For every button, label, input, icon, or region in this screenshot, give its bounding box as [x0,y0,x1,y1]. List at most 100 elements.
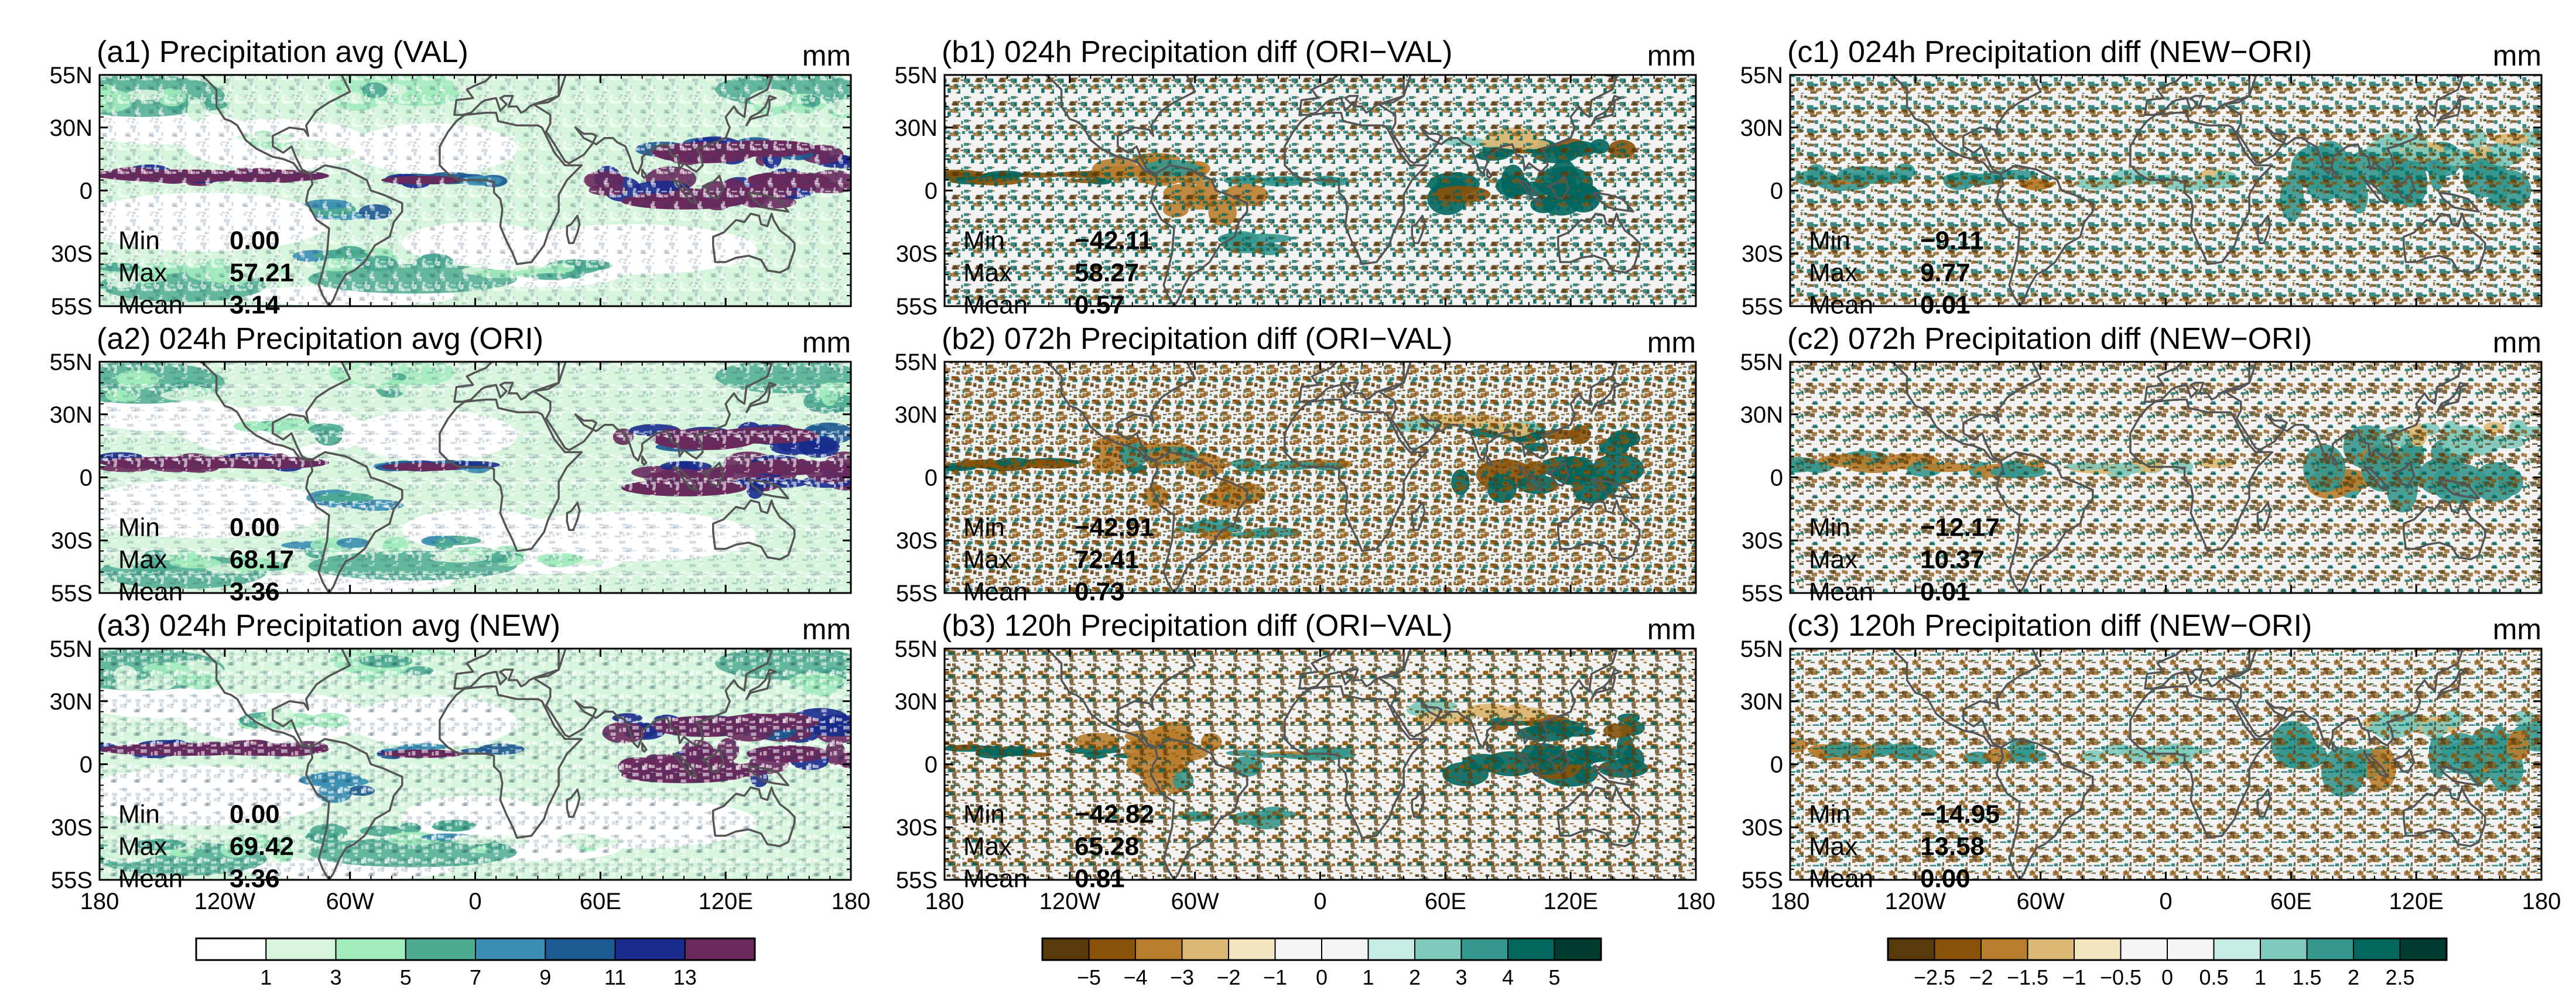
colorbar-swatch [475,938,546,961]
colorbar-label: −1.5 [2007,965,2048,989]
colorbar-label: −2 [1969,965,1993,989]
coastline-sri-lanka [2331,742,2338,753]
colorbar-small: −2.5 −2 −1.5 −1 −0.5 0 0.5 1 1.5 2 2.5 [1887,937,2448,989]
coastline-new-guinea [1592,191,1634,213]
lon-tick-label: 120E [2389,889,2443,914]
colorbar-label: 3 [1455,965,1467,989]
coastline-borneo [2392,461,2416,487]
coastline-madagascar [566,788,581,818]
coastline-madagascar [2256,788,2271,818]
panel-title: (b1) 024h Precipitation diff (ORI−VAL) [942,35,1452,69]
colorbar-frame [1041,937,1602,961]
coastline-sumatra [1517,179,1543,204]
colorbar-label: −2 [1216,965,1240,989]
stat-value: 0.00 [230,227,280,255]
lon-tick-label: 180 [80,889,119,914]
colorbar-swatch [614,938,686,961]
lon-tick-label: 60E [1425,889,1466,914]
colorbar-swatch [1980,938,2028,961]
colorbar-diff: −5 −4 −3 −2 −1 0 1 2 3 4 5 [1041,937,1602,989]
lon-tick-label: 180 [1677,889,1716,914]
coastline-north-america [198,649,351,749]
lon-tick-label: 120E [698,889,752,914]
colorbar-label: 13 [673,965,697,989]
stat-value: 0.81 [1075,865,1125,893]
coastline-borneo [1547,748,1570,774]
lat-tick-label: 0 [1770,179,1783,204]
coastline-sumatra [2363,752,2389,778]
coastline-north-america [1889,75,2042,175]
coastline-asia [532,362,773,462]
coastline-sri-lanka [1486,455,1493,466]
stat-label: Max [963,546,1012,574]
panel-title: (b3) 120h Precipitation diff (ORI−VAL) [942,609,1452,643]
colorbar-label: −1 [1263,965,1287,989]
lon-tick-label: 180 [1771,889,1810,914]
coastline-madagascar [1411,788,1426,818]
map-area [1790,362,2541,593]
coastline-sumatra [672,179,698,204]
lon-tick-label: 0 [468,889,481,914]
coastline-south-america [1150,738,1248,880]
colorbar-label: 0.5 [2199,965,2228,989]
colorbar-label: 5 [1548,965,1560,989]
coastline-asia [1377,75,1618,175]
coastline-australia [2403,499,2486,561]
colorbar-swatch [2306,938,2354,961]
stat-value: 72.41 [1075,546,1139,574]
stat-label: Min [118,513,160,542]
lat-tick-label: 30S [896,528,938,554]
panel-title: (a3) 024h Precipitation avg (NEW) [97,609,560,643]
stat-label: Max [118,259,167,287]
lat-tick-label: 55S [896,294,938,320]
stat-value: 0.00 [1920,865,1971,893]
coastline-north-america [1889,649,2042,749]
lon-tick-label: 120W [1885,889,1946,914]
panel-unit: mm [802,39,851,72]
stat-value: 0.00 [230,800,280,829]
stat-label: Mean [1809,291,1873,320]
coastline-madagascar [566,214,581,245]
lon-tick-label: 0 [1313,889,1326,914]
panel-unit: mm [802,326,851,359]
panel-unit: mm [802,613,851,646]
stat-value: 58.27 [1075,259,1139,287]
map-area [1790,649,2541,880]
panel-unit: mm [2493,326,2541,359]
panel-a1: (a1) Precipitation avg (VAL) mm 55N 30N 0 30S… [50,35,852,320]
coastline-australia [2403,786,2486,848]
stat-label: Mean [118,865,183,893]
panel-a3: (a3) 024h Precipitation avg (NEW) mm 55N 30… [50,609,871,914]
coastline-japan [2436,382,2468,413]
lat-tick-label: 0 [80,465,93,491]
colorbar-swatch [2167,938,2215,961]
coastline-australia [1557,212,1641,274]
coastline-madagascar [2256,214,2271,245]
colorbar-label: 2 [1409,965,1421,989]
coastline-japan [745,669,777,700]
lat-tick-label: 55S [51,294,93,320]
panel-title: (c2) 072h Precipitation diff (NEW−ORI) [1787,322,2312,356]
colorbar-label: 3 [330,965,341,989]
lat-tick-label: 55S [896,581,938,606]
stat-label: Min [1809,513,1850,542]
coastline-asia [2223,362,2464,462]
colorbar-swatch [405,938,477,961]
lon-tick-label: 180 [2522,889,2561,914]
stat-value: 3.36 [230,578,280,606]
panel-unit: mm [1647,39,1696,72]
map-area [100,362,851,593]
coastline-new-guinea [747,478,789,500]
coastline-borneo [702,461,725,487]
coastline-south-america [305,164,403,306]
lon-tick-label: 60W [1171,889,1219,914]
coastline-africa [2129,398,2274,552]
colorbar-swatch [1181,938,1229,961]
stat-label: Min [963,513,1005,542]
colorbar-swatch [1088,938,1136,961]
lon-tick-label: 0 [2159,889,2172,914]
map-area [1790,75,2541,306]
colorbar-swatch [2074,938,2122,961]
colorbar-swatch [545,938,616,961]
